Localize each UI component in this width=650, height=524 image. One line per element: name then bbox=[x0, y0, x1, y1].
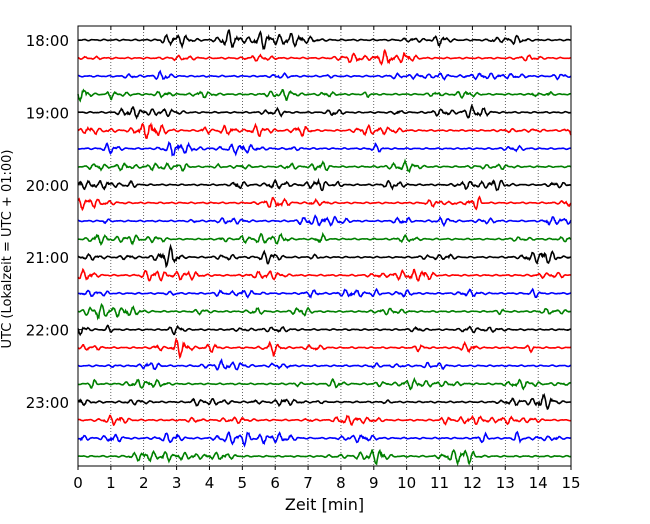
y-tick-label-1800: 18:00 bbox=[26, 32, 69, 50]
x-tick-label-12: 12 bbox=[463, 474, 482, 492]
trace-1930 bbox=[77, 140, 572, 157]
trace-2145 bbox=[77, 302, 572, 321]
x-tick-label-7: 7 bbox=[303, 474, 313, 492]
x-tick-label-10: 10 bbox=[397, 474, 416, 492]
x-tick-label-14: 14 bbox=[529, 474, 548, 492]
trace-1915 bbox=[77, 122, 572, 139]
x-tick-label-4: 4 bbox=[205, 474, 215, 492]
x-tick-label-9: 9 bbox=[369, 474, 379, 492]
trace-layer bbox=[77, 29, 572, 467]
trace-1945 bbox=[77, 158, 572, 174]
trace-1830 bbox=[77, 69, 572, 81]
tick-layer: 0 1 2 3 4 5 6 7 8 9 10 11 12 13 14 1518:0019:0020:0021:… bbox=[26, 26, 581, 492]
y-tick-label-2100: 21:00 bbox=[26, 249, 69, 267]
x-tick-label-1: 1 bbox=[106, 474, 116, 492]
trace-2045 bbox=[77, 231, 572, 246]
trace-2345 bbox=[77, 448, 572, 467]
grid-layer bbox=[110, 26, 539, 466]
x-tick-label-13: 13 bbox=[496, 474, 515, 492]
trace-2215 bbox=[77, 337, 572, 360]
y-tick-label-2000: 20:00 bbox=[26, 177, 69, 195]
trace-1900 bbox=[77, 103, 572, 120]
x-tick-label-11: 11 bbox=[430, 474, 449, 492]
trace-2330 bbox=[77, 430, 572, 448]
trace-2030 bbox=[77, 214, 572, 228]
y-axis-label: UTC (Lokalzeit = UTC + 01:00) bbox=[0, 150, 15, 349]
trace-2000 bbox=[77, 177, 572, 192]
x-tick-label-15: 15 bbox=[561, 474, 580, 492]
y-tick-label-1900: 19:00 bbox=[26, 104, 69, 122]
x-tick-label-6: 6 bbox=[270, 474, 280, 492]
x-axis-label: Zeit [min] bbox=[285, 495, 364, 514]
trace-2130 bbox=[77, 287, 572, 299]
x-tick-label-8: 8 bbox=[336, 474, 346, 492]
trace-2315 bbox=[77, 414, 572, 427]
trace-1800 bbox=[77, 29, 572, 50]
trace-2300 bbox=[77, 392, 572, 411]
trace-1815 bbox=[77, 48, 572, 66]
trace-2015 bbox=[77, 195, 572, 212]
x-tick-label-5: 5 bbox=[238, 474, 248, 492]
trace-2100 bbox=[77, 243, 572, 269]
trace-2200 bbox=[77, 324, 572, 337]
trace-2245 bbox=[77, 376, 572, 391]
trace-2115 bbox=[77, 267, 572, 282]
trace-2230 bbox=[77, 358, 572, 371]
y-tick-label-2200: 22:00 bbox=[26, 322, 69, 340]
plot-frame bbox=[77, 25, 572, 467]
x-tick-label-2: 2 bbox=[139, 474, 149, 492]
x-tick-label-0: 0 bbox=[73, 474, 83, 492]
y-tick-label-2300: 23:00 bbox=[26, 394, 69, 412]
trace-1845 bbox=[77, 88, 572, 103]
x-tick-label-3: 3 bbox=[172, 474, 182, 492]
